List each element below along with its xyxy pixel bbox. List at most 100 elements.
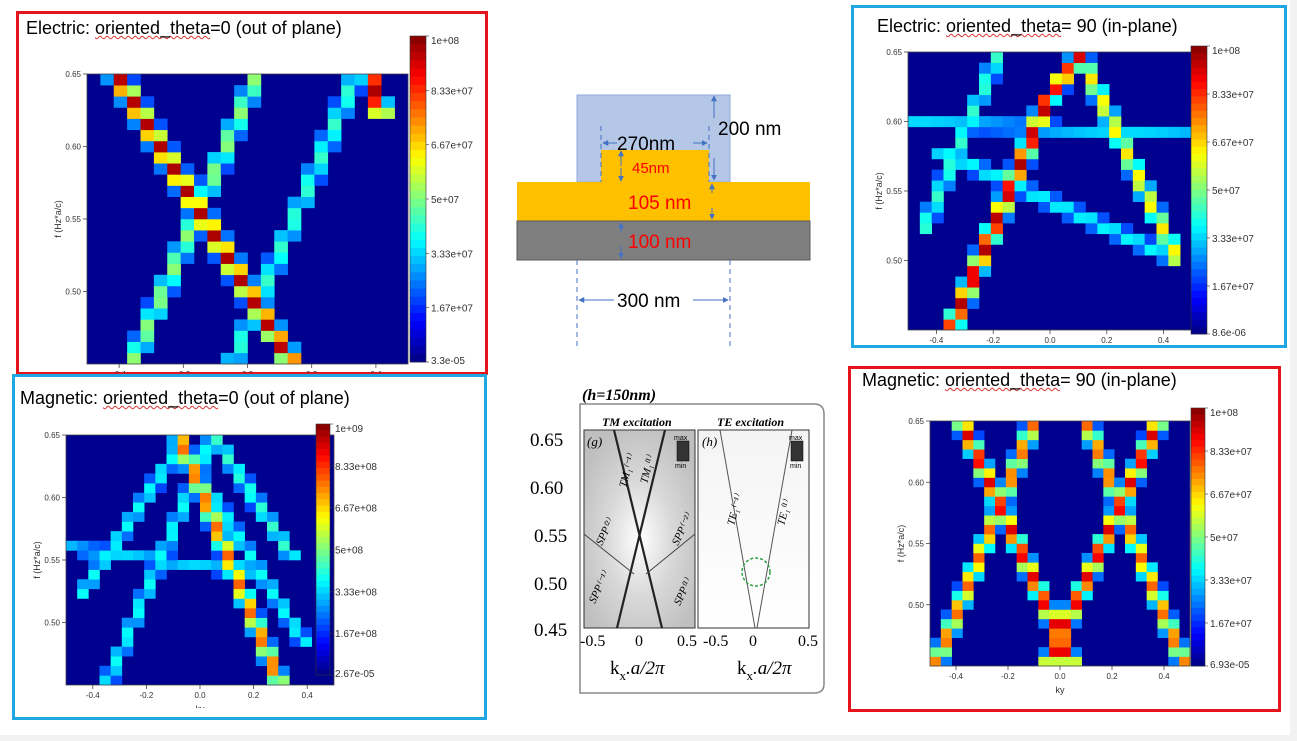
heat-cell xyxy=(1060,609,1072,620)
heat-cell xyxy=(919,212,932,224)
heat-cell xyxy=(1070,600,1082,610)
heat-cell xyxy=(1002,212,1015,224)
heat-cell xyxy=(267,665,279,676)
heat-cell xyxy=(951,581,963,591)
heat-cell xyxy=(234,263,248,276)
heat-cell xyxy=(1144,244,1157,256)
colorbar-segment xyxy=(316,474,330,481)
heat-cell xyxy=(207,207,222,220)
heat-cell xyxy=(1097,212,1110,224)
heat-cell xyxy=(194,185,208,197)
colorbar-segment xyxy=(1191,233,1207,241)
heat-cell xyxy=(984,534,996,544)
heat-cell xyxy=(153,308,168,320)
x-tick-label: 0.0 xyxy=(194,691,206,700)
heat-cell xyxy=(1157,600,1169,610)
heat-cell xyxy=(327,140,342,153)
heat-cell xyxy=(233,560,245,570)
heat-cell xyxy=(1061,126,1074,138)
heat-cell xyxy=(140,107,155,119)
heat-cell xyxy=(1016,439,1028,450)
heat-cell xyxy=(166,521,178,532)
heat-cell xyxy=(1125,524,1137,535)
colorbar-segment xyxy=(316,511,330,519)
heat-cell xyxy=(967,105,980,117)
heat-cell xyxy=(1135,458,1147,469)
colorbar-segment xyxy=(410,207,426,216)
heat-cell xyxy=(951,628,963,639)
heat-cell xyxy=(166,560,178,570)
heat-cell xyxy=(234,118,248,131)
colorbar-segment xyxy=(316,612,330,619)
heat-cell xyxy=(1146,562,1158,573)
ee0-frame xyxy=(16,11,488,375)
x-tick-label: 0.0 xyxy=(1054,672,1066,681)
heat-cell xyxy=(1156,223,1169,235)
heat-cell xyxy=(1180,126,1193,138)
heat-cell xyxy=(1049,637,1061,648)
heat-cell xyxy=(984,477,996,488)
heat-cell xyxy=(1125,543,1137,554)
heat-cell xyxy=(955,287,968,299)
heat-cell xyxy=(155,483,167,493)
x-tick-label: -0.4 xyxy=(112,370,126,373)
colorbar-segment xyxy=(1191,569,1205,577)
heat-cell xyxy=(110,550,123,561)
colorbar-segment xyxy=(1191,240,1207,248)
heat-cell xyxy=(1157,421,1169,431)
colorbar-segment xyxy=(410,280,426,290)
heat-cell xyxy=(1146,421,1158,431)
heat-cell xyxy=(1085,94,1098,106)
heat-cell xyxy=(367,96,382,108)
heat-cell xyxy=(1027,590,1039,601)
colorbar-segment xyxy=(316,574,330,582)
heat-cell xyxy=(1146,581,1158,591)
heat-cell xyxy=(222,560,234,570)
heat-cell xyxy=(1027,571,1039,582)
heat-cell xyxy=(1070,609,1082,620)
colorbar-tick-label: 8.33e+07 xyxy=(1212,90,1254,101)
heat-cell xyxy=(180,252,195,264)
heat-cell xyxy=(278,531,290,542)
heat-cell xyxy=(255,492,268,503)
colorbar-tick-label: 5e+07 xyxy=(1210,533,1239,544)
colorbar-tick-label: 5e+07 xyxy=(431,195,460,206)
heat-cell xyxy=(1121,126,1134,138)
heat-cell xyxy=(967,169,980,181)
heat-cell xyxy=(188,463,201,474)
heat-cell xyxy=(200,463,212,474)
colorbar-segment xyxy=(1191,549,1205,557)
heat-cell xyxy=(1005,468,1017,478)
colorbar-segment xyxy=(1191,218,1207,227)
heat-cell xyxy=(180,230,195,242)
heat-cell xyxy=(1092,552,1104,563)
heat-cell xyxy=(341,107,355,119)
heat-cell xyxy=(967,94,980,106)
heat-cell xyxy=(995,505,1007,516)
heat-cell xyxy=(1157,430,1169,441)
heat-cell xyxy=(1125,477,1137,488)
colorbar-segment xyxy=(1191,620,1205,628)
heat-cell xyxy=(1081,439,1093,450)
colorbar-segment xyxy=(410,93,426,102)
heat-cell xyxy=(1073,201,1086,213)
heat-cell xyxy=(244,627,257,638)
heat-cell xyxy=(121,521,134,532)
heat-cell xyxy=(260,330,275,342)
heat-cell xyxy=(289,636,301,647)
colorbar-segment xyxy=(316,480,330,488)
heat-cell xyxy=(1060,656,1072,667)
heat-cell xyxy=(1114,515,1126,525)
colorbar-tick-label: 1e+08 xyxy=(431,36,460,47)
ref-xlabel-right: kx.a/2π xyxy=(737,658,792,683)
heat-cell xyxy=(1073,126,1086,138)
heat-cell xyxy=(234,330,248,342)
heat-cell xyxy=(113,96,128,108)
heat-cell xyxy=(940,637,952,648)
heat-cell xyxy=(1168,244,1181,256)
heat-cell xyxy=(314,163,329,175)
heat-cell xyxy=(194,230,208,242)
heat-cell xyxy=(1144,180,1157,192)
heat-cell xyxy=(1109,223,1122,235)
colorbar-segment xyxy=(1191,96,1207,104)
